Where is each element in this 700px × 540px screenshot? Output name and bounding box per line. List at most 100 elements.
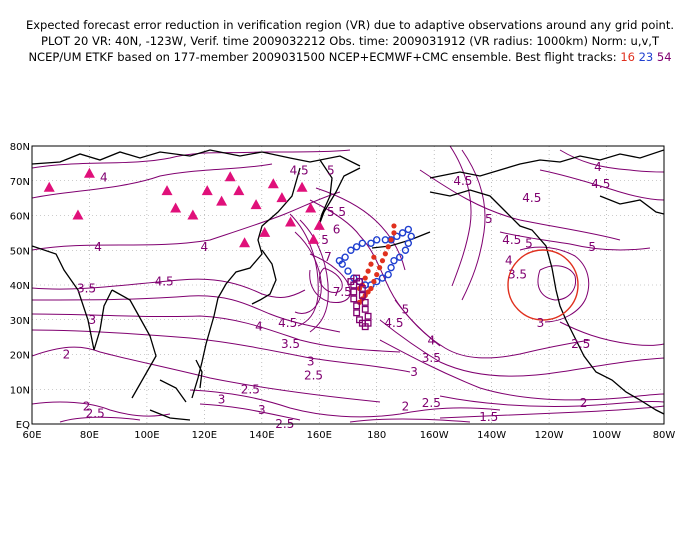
longitude-label: 80W xyxy=(653,430,676,441)
observation-triangle xyxy=(72,209,84,220)
plot-title-line-1: Expected forecast error reduction in ver… xyxy=(25,18,675,32)
track-23-point xyxy=(396,253,404,261)
contour-line xyxy=(559,149,664,173)
track-16-point xyxy=(385,244,391,250)
track-23-point xyxy=(404,239,413,248)
contour-line xyxy=(32,401,171,417)
contour-value-label: 4.5 xyxy=(522,191,541,205)
contour-value-label: 2 xyxy=(83,400,91,414)
track-54-point xyxy=(361,305,369,313)
coastline-hudson xyxy=(599,195,664,215)
track-16-point xyxy=(371,278,377,285)
coastline-aleutians xyxy=(371,231,431,249)
track-16-point xyxy=(362,275,368,281)
track-23-label: 23 xyxy=(638,50,654,64)
contour-value-label: 3 xyxy=(89,313,97,327)
plot-title-line-3: NCEP/UM ETKF based on 177-member 2009031… xyxy=(0,50,700,64)
coastline-islands xyxy=(149,359,203,421)
observation-triangle xyxy=(201,185,213,196)
coastline-eurasia-north xyxy=(32,149,361,167)
contour-line xyxy=(32,278,306,298)
contour-line xyxy=(394,299,591,359)
longitude-label: 60E xyxy=(22,430,41,441)
track-16-point xyxy=(379,258,386,264)
track-23-point xyxy=(387,263,395,272)
contour-line xyxy=(419,169,621,241)
track-16-point xyxy=(391,223,397,229)
contour-line xyxy=(537,265,577,301)
track-54-point xyxy=(350,295,358,303)
contour-line xyxy=(379,319,664,377)
track-16-point xyxy=(382,251,388,257)
observation-markers xyxy=(43,167,325,248)
contour-line xyxy=(309,253,351,303)
track-54-point xyxy=(361,298,369,306)
track-23-point xyxy=(390,256,398,265)
contour-value-label: 3 xyxy=(410,365,418,379)
contour-line xyxy=(199,403,471,423)
track-23-point xyxy=(384,270,392,279)
observation-triangle xyxy=(161,185,173,196)
contour-value-label: 3 xyxy=(258,403,266,417)
contour-line xyxy=(32,313,401,353)
track-23-point xyxy=(387,236,395,244)
contour-value-label: 5 xyxy=(588,240,596,254)
longitude-axis-labels: 60E 80E 100E 120E 140E 160E 180 160W 140W 120W 100… xyxy=(22,430,675,441)
contour-value-label: 3.5 xyxy=(281,337,300,351)
contour-line xyxy=(32,346,381,403)
contour-value-label: 6 xyxy=(333,222,341,236)
track-23-point xyxy=(344,267,352,275)
contour-value-label: 7.5 xyxy=(333,285,352,299)
contour-line xyxy=(449,146,472,287)
contour-value-label: 5 xyxy=(321,233,329,247)
longitude-label: 120W xyxy=(535,430,564,441)
track-23-point xyxy=(401,246,410,254)
observation-triangle xyxy=(285,216,297,227)
contour-value-label: 2.5 xyxy=(241,382,260,396)
coastline-japan xyxy=(251,249,277,305)
observation-triangle xyxy=(305,202,317,213)
track-23-point xyxy=(352,243,361,251)
contour-line xyxy=(32,329,411,373)
contour-value-label: 2.5 xyxy=(86,407,105,421)
track-16-point xyxy=(365,268,371,274)
contour-line xyxy=(499,231,651,251)
track-23-point xyxy=(367,239,375,248)
track-54-point xyxy=(353,302,361,310)
contour-value-label: 4 xyxy=(505,254,513,268)
observation-triangle xyxy=(259,226,271,237)
track-23-point xyxy=(358,239,367,248)
observation-triangle xyxy=(308,233,320,244)
observation-triangle xyxy=(216,195,228,206)
observation-triangle xyxy=(276,192,288,203)
contour-value-label: 4.5 xyxy=(278,316,297,330)
contour-value-label: 3.5 xyxy=(77,281,96,295)
contour-line xyxy=(32,163,273,199)
plot-title-line-2: PLOT 20 VR: 40N, -123W, Verif. time 2009… xyxy=(41,34,659,48)
track-16-label: 16 xyxy=(620,50,635,64)
track-54-point xyxy=(358,285,366,292)
track-16-point xyxy=(368,285,374,292)
contour-line xyxy=(379,339,664,401)
latitude-label: 80N xyxy=(10,142,30,153)
contour-line xyxy=(189,389,501,418)
contour-value-label: 3 xyxy=(218,393,226,407)
track-54-point xyxy=(353,309,361,317)
observation-triangle xyxy=(250,199,262,210)
longitude-label: 160W xyxy=(420,430,449,441)
contour-value-label: 4 xyxy=(201,240,209,254)
track-16-point xyxy=(388,237,394,243)
contour-line xyxy=(32,295,341,333)
observation-triangle xyxy=(187,209,199,220)
observation-triangle xyxy=(296,181,308,192)
contour-value-label: 4 xyxy=(100,170,108,184)
map-frame xyxy=(31,145,665,425)
track-16-point xyxy=(368,261,374,267)
contour-value-label: 4.5 xyxy=(155,275,174,289)
longitude-label: 140E xyxy=(249,430,274,441)
contour-value-label: 2.5 xyxy=(304,368,323,382)
verification-region-circle xyxy=(507,249,579,321)
track-54-label: 54 xyxy=(656,50,672,64)
